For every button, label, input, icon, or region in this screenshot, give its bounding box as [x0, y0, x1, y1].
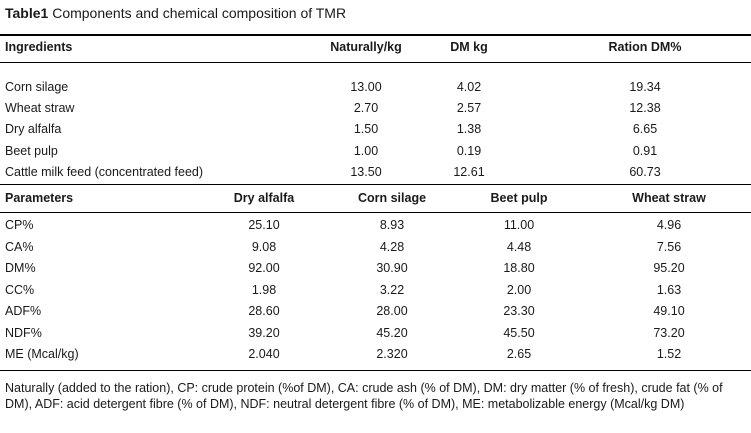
parameter-value: 9.08: [251, 240, 277, 254]
parameter-value: 8.93: [379, 218, 405, 232]
parameter-value: 7.56: [656, 240, 682, 254]
header-rule-2: [0, 212, 751, 213]
parameter-value: 1.98: [251, 283, 277, 297]
ingredient-value: 4.02: [456, 80, 482, 94]
ingredient-value: 1.50: [353, 122, 379, 136]
ingredient-value: 12.38: [629, 101, 661, 115]
parameter-value: 2.00: [506, 283, 532, 297]
ingredient-name: Cattle milk feed (concentrated feed): [5, 165, 204, 179]
ingredient-value: 60.73: [629, 165, 661, 179]
section-rule: [0, 184, 751, 185]
parameter-value: 4.96: [656, 218, 682, 232]
caption-label: Table1: [5, 5, 49, 21]
parameter-name: DM%: [5, 261, 36, 275]
parameters-header-cell: Corn silage: [357, 191, 427, 205]
top-rule: [0, 34, 751, 36]
parameter-value: 39.20: [248, 326, 280, 340]
parameter-value: 2.040: [248, 347, 280, 361]
ingredient-value: 1.00: [353, 144, 379, 158]
ingredient-value: 12.61: [453, 165, 485, 179]
ingredient-value: 1.38: [456, 122, 482, 136]
parameter-name: CP%: [5, 218, 34, 232]
parameter-value: 18.80: [503, 261, 535, 275]
parameter-value: 92.00: [248, 261, 280, 275]
ingredient-value: 19.34: [629, 80, 661, 94]
ingredients-header-cell: DM kg: [450, 40, 488, 54]
ingredients-header-cell: Ration DM%: [608, 40, 682, 54]
ingredient-name: Beet pulp: [5, 144, 58, 158]
table-footnote: Naturally (added to the ration), CP: cru…: [5, 381, 723, 411]
ingredient-value: 2.57: [456, 101, 482, 115]
parameter-value: 4.28: [379, 240, 405, 254]
parameters-header-cell: Wheat straw: [632, 191, 706, 205]
ingredient-value: 13.50: [350, 165, 382, 179]
parameter-value: 1.52: [656, 347, 682, 361]
parameter-value: 1.63: [656, 283, 682, 297]
parameter-name: CC%: [5, 283, 35, 297]
parameter-value: 23.30: [503, 304, 535, 318]
ingredient-name: Dry alfalfa: [5, 122, 62, 136]
parameter-value: 3.22: [379, 283, 405, 297]
ingredient-value: 13.00: [350, 80, 382, 94]
parameter-value: 73.20: [653, 326, 685, 340]
ingredients-header-cell: Ingredients: [5, 40, 73, 54]
parameter-name: ME (Mcal/kg): [5, 347, 79, 361]
parameter-name: CA%: [5, 240, 34, 254]
ingredient-name: Corn silage: [5, 80, 69, 94]
header-rule-1: [0, 62, 751, 63]
ingredient-value: 6.65: [632, 122, 658, 136]
ingredient-name: Wheat straw: [5, 101, 75, 115]
parameters-header-cell: Beet pulp: [490, 191, 548, 205]
ingredient-value: 0.19: [456, 144, 482, 158]
ingredient-value: 0.91: [632, 144, 658, 158]
parameter-value: 28.60: [248, 304, 280, 318]
parameter-value: 25.10: [248, 218, 280, 232]
parameter-value: 11.00: [503, 218, 535, 232]
parameter-name: ADF%: [5, 304, 42, 318]
parameters-header-cell: Dry alfalfa: [233, 191, 295, 205]
parameter-value: 28.00: [376, 304, 408, 318]
parameter-value: 2.320: [376, 347, 408, 361]
ingredients-header-cell: Naturally/kg: [330, 40, 402, 54]
parameter-value: 4.48: [506, 240, 532, 254]
table-caption: Table1 Components and chemical compositi…: [5, 5, 346, 21]
parameter-value: 2.65: [506, 347, 532, 361]
parameter-value: 45.20: [376, 326, 408, 340]
parameter-value: 95.20: [653, 261, 685, 275]
bottom-rule: [0, 370, 751, 371]
parameter-name: NDF%: [5, 326, 42, 340]
parameter-value: 49.10: [653, 304, 685, 318]
parameter-value: 45.50: [503, 326, 535, 340]
parameter-value: 30.90: [376, 261, 408, 275]
caption-text: Components and chemical composition of T…: [52, 5, 347, 21]
ingredient-value: 2.70: [353, 101, 379, 115]
parameters-header-cell: Parameters: [5, 191, 74, 205]
